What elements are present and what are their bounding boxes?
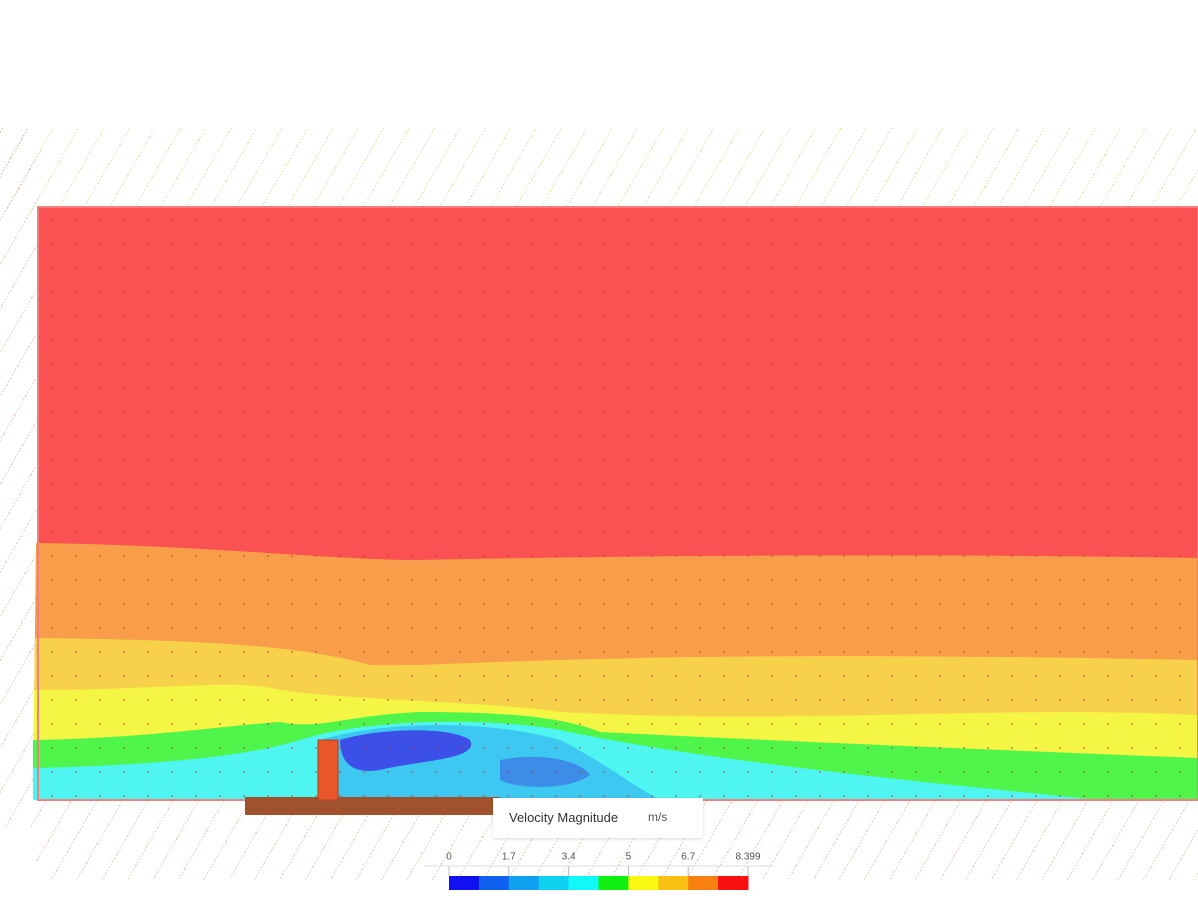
color-swatch: [688, 876, 719, 890]
color-swatch: [658, 876, 689, 890]
tick-label: 3.4: [562, 852, 576, 863]
color-legend: 0 1.7 3.4 5 6.7 8.399: [424, 852, 773, 890]
color-swatch: [478, 876, 510, 890]
contour-plane: [33, 206, 1198, 801]
color-swatch: [598, 876, 629, 890]
color-swatch: [538, 876, 570, 890]
tick-label: 1.7: [502, 852, 516, 863]
color-swatch: [449, 876, 480, 890]
legend-title: Velocity Magnitude: [509, 810, 619, 825]
cylinder: [317, 739, 339, 801]
color-swatch: [628, 876, 659, 890]
vector-field: [0, 128, 1198, 213]
legend-panel: Velocity Magnitude m/s: [493, 798, 703, 838]
color-swatch: [718, 876, 749, 890]
tick-label: 8.399: [735, 852, 760, 863]
legend-unit: m/s: [648, 810, 668, 824]
ground: [245, 797, 500, 815]
color-swatch: [568, 876, 599, 890]
vector-field: [0, 128, 36, 828]
tick-label: 6.7: [681, 852, 695, 863]
color-swatch: [508, 876, 540, 890]
tick-label: 5: [626, 852, 632, 863]
tick-label: 0: [446, 852, 452, 863]
